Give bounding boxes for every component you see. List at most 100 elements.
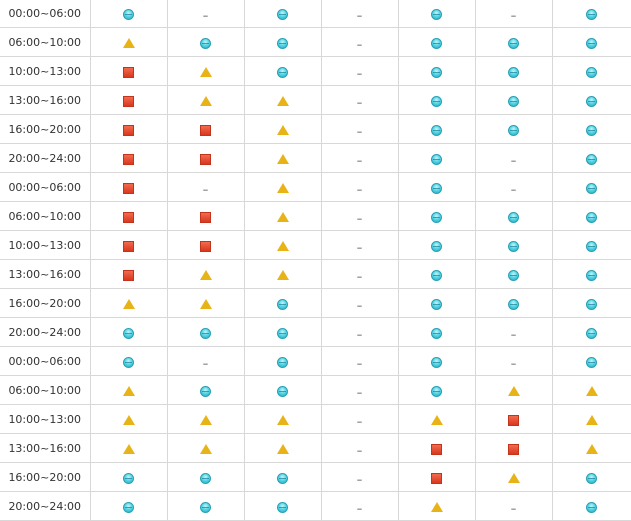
status-cell[interactable]: –: [321, 27, 399, 57]
status-cell[interactable]: [398, 27, 476, 57]
status-cell[interactable]: [398, 85, 476, 115]
status-cell[interactable]: [475, 85, 553, 115]
status-cell[interactable]: –: [321, 143, 399, 173]
status-cell[interactable]: –: [475, 0, 553, 28]
status-cell[interactable]: [244, 288, 322, 318]
status-cell[interactable]: [398, 375, 476, 405]
status-cell[interactable]: –: [321, 346, 399, 376]
status-cell[interactable]: [244, 56, 322, 86]
status-cell[interactable]: [398, 230, 476, 260]
status-cell[interactable]: –: [167, 346, 245, 376]
status-cell[interactable]: –: [321, 375, 399, 405]
status-cell[interactable]: –: [167, 172, 245, 202]
status-cell[interactable]: [552, 375, 631, 405]
status-cell[interactable]: [244, 404, 322, 434]
status-cell[interactable]: [167, 143, 245, 173]
status-cell[interactable]: [398, 346, 476, 376]
status-cell[interactable]: [167, 317, 245, 347]
status-cell[interactable]: [90, 172, 168, 202]
status-cell[interactable]: –: [475, 491, 553, 521]
status-cell[interactable]: [398, 317, 476, 347]
status-cell[interactable]: [398, 259, 476, 289]
status-cell[interactable]: [475, 230, 553, 260]
status-cell[interactable]: [475, 259, 553, 289]
status-cell[interactable]: –: [321, 404, 399, 434]
status-cell[interactable]: [552, 85, 631, 115]
status-cell[interactable]: [398, 143, 476, 173]
status-cell[interactable]: –: [321, 259, 399, 289]
status-cell[interactable]: [475, 288, 553, 318]
status-cell[interactable]: –: [321, 172, 399, 202]
status-cell[interactable]: –: [321, 56, 399, 86]
status-cell[interactable]: [90, 375, 168, 405]
status-cell[interactable]: –: [167, 0, 245, 28]
status-cell[interactable]: [244, 346, 322, 376]
status-cell[interactable]: [244, 201, 322, 231]
status-cell[interactable]: [90, 346, 168, 376]
status-cell[interactable]: [167, 462, 245, 492]
status-cell[interactable]: [552, 201, 631, 231]
status-cell[interactable]: [167, 491, 245, 521]
status-cell[interactable]: [90, 404, 168, 434]
status-cell[interactable]: [244, 0, 322, 28]
status-cell[interactable]: –: [321, 85, 399, 115]
status-cell[interactable]: [244, 172, 322, 202]
status-cell[interactable]: [244, 143, 322, 173]
status-cell[interactable]: [552, 462, 631, 492]
status-cell[interactable]: [244, 85, 322, 115]
status-cell[interactable]: [398, 114, 476, 144]
status-cell[interactable]: [552, 346, 631, 376]
status-cell[interactable]: [475, 114, 553, 144]
status-cell[interactable]: [398, 462, 476, 492]
status-cell[interactable]: [167, 375, 245, 405]
status-cell[interactable]: [398, 201, 476, 231]
status-cell[interactable]: –: [321, 230, 399, 260]
status-cell[interactable]: [167, 114, 245, 144]
status-cell[interactable]: [244, 462, 322, 492]
status-cell[interactable]: [398, 0, 476, 28]
status-cell[interactable]: [244, 491, 322, 521]
status-cell[interactable]: [552, 230, 631, 260]
status-cell[interactable]: [552, 172, 631, 202]
status-cell[interactable]: [398, 491, 476, 521]
status-cell[interactable]: [244, 375, 322, 405]
status-cell[interactable]: [552, 404, 631, 434]
status-cell[interactable]: [167, 404, 245, 434]
status-cell[interactable]: –: [475, 172, 553, 202]
status-cell[interactable]: [552, 0, 631, 28]
status-cell[interactable]: [90, 288, 168, 318]
status-cell[interactable]: [90, 433, 168, 463]
status-cell[interactable]: [167, 85, 245, 115]
status-cell[interactable]: [90, 56, 168, 86]
status-cell[interactable]: [244, 114, 322, 144]
status-cell[interactable]: [244, 433, 322, 463]
status-cell[interactable]: –: [321, 201, 399, 231]
status-cell[interactable]: [552, 114, 631, 144]
status-cell[interactable]: [552, 433, 631, 463]
status-cell[interactable]: [244, 27, 322, 57]
status-cell[interactable]: [475, 201, 553, 231]
status-cell[interactable]: [552, 259, 631, 289]
status-cell[interactable]: [552, 288, 631, 318]
status-cell[interactable]: [475, 27, 553, 57]
status-cell[interactable]: [90, 0, 168, 28]
status-cell[interactable]: –: [321, 491, 399, 521]
status-cell[interactable]: [90, 259, 168, 289]
status-cell[interactable]: [398, 404, 476, 434]
status-cell[interactable]: –: [321, 0, 399, 28]
status-cell[interactable]: [475, 433, 553, 463]
status-cell[interactable]: [90, 317, 168, 347]
status-cell[interactable]: [90, 462, 168, 492]
status-cell[interactable]: [398, 288, 476, 318]
status-cell[interactable]: [398, 172, 476, 202]
status-cell[interactable]: –: [475, 143, 553, 173]
status-cell[interactable]: [475, 56, 553, 86]
status-cell[interactable]: [244, 317, 322, 347]
status-cell[interactable]: –: [321, 462, 399, 492]
status-cell[interactable]: [398, 433, 476, 463]
status-cell[interactable]: [167, 27, 245, 57]
status-cell[interactable]: –: [321, 288, 399, 318]
status-cell[interactable]: [552, 143, 631, 173]
status-cell[interactable]: –: [475, 317, 553, 347]
status-cell[interactable]: [244, 259, 322, 289]
